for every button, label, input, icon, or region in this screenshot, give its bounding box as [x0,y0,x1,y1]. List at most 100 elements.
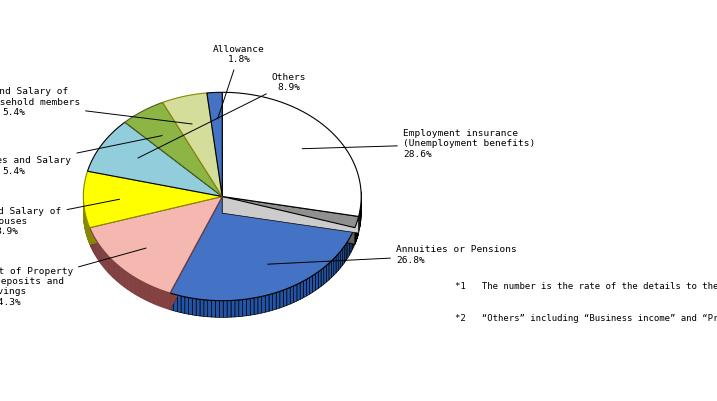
Polygon shape [326,263,329,282]
Polygon shape [272,292,276,310]
Text: Others
8.9%: Others 8.9% [138,73,306,158]
Polygon shape [222,196,358,228]
Polygon shape [90,196,222,293]
Polygon shape [223,301,227,317]
Polygon shape [306,277,310,296]
Polygon shape [150,286,151,303]
Polygon shape [124,270,125,288]
Polygon shape [168,292,170,310]
Polygon shape [353,228,355,247]
Polygon shape [303,279,306,298]
Polygon shape [174,294,177,312]
Polygon shape [222,192,361,213]
Polygon shape [170,196,222,310]
Polygon shape [87,122,222,196]
Polygon shape [318,270,321,288]
Polygon shape [222,92,361,217]
Polygon shape [105,253,107,271]
Polygon shape [170,293,174,311]
Polygon shape [315,272,318,290]
Polygon shape [341,249,342,268]
Text: Annuities or Pensions
26.8%: Annuities or Pensions 26.8% [267,245,517,265]
Polygon shape [212,300,215,317]
Polygon shape [136,278,138,296]
Polygon shape [262,296,265,313]
Polygon shape [293,284,297,303]
Text: *1   The number is the rate of the details to the total details: *1 The number is the rate of the details… [455,282,717,291]
Polygon shape [120,267,121,284]
Text: Wages and Salary of
other household members
5.4%: Wages and Salary of other household memb… [0,87,192,124]
Polygon shape [144,283,146,300]
Polygon shape [254,297,258,315]
Polygon shape [280,290,283,308]
Polygon shape [358,213,359,233]
Polygon shape [109,257,110,275]
Polygon shape [127,272,128,290]
Polygon shape [163,93,222,196]
Polygon shape [155,288,157,305]
Polygon shape [185,297,189,314]
Polygon shape [161,290,163,307]
Polygon shape [247,298,250,316]
Polygon shape [170,196,222,310]
Polygon shape [287,288,290,306]
Polygon shape [117,264,118,282]
Polygon shape [83,191,222,213]
Polygon shape [114,262,115,279]
Polygon shape [90,196,222,244]
Polygon shape [235,300,239,317]
Polygon shape [207,92,222,196]
Polygon shape [148,284,150,302]
Polygon shape [310,276,313,294]
Polygon shape [143,282,144,300]
Polygon shape [222,196,355,244]
Polygon shape [300,281,303,300]
Polygon shape [93,235,94,253]
Polygon shape [208,300,212,317]
Polygon shape [231,300,235,317]
Polygon shape [215,301,219,317]
Polygon shape [94,237,95,255]
Polygon shape [219,301,223,317]
Polygon shape [222,196,358,233]
Polygon shape [153,287,155,304]
Polygon shape [130,274,131,292]
Polygon shape [83,171,222,228]
Polygon shape [133,276,135,294]
Polygon shape [344,244,346,263]
Polygon shape [135,277,136,295]
Polygon shape [189,298,192,315]
Polygon shape [324,265,326,284]
Polygon shape [177,295,181,313]
Polygon shape [297,283,300,301]
Polygon shape [222,196,358,233]
Polygon shape [101,247,103,265]
Polygon shape [107,254,108,272]
Polygon shape [276,292,280,309]
Polygon shape [336,254,338,273]
Polygon shape [151,286,153,304]
Text: Wages and Salary of
spouses
8.9%: Wages and Salary of spouses 8.9% [0,199,120,237]
Polygon shape [290,286,293,304]
Polygon shape [99,245,100,263]
Polygon shape [121,267,122,286]
Polygon shape [329,261,331,280]
Polygon shape [146,284,148,301]
Polygon shape [342,247,344,265]
Text: *2   “Others” including “Business income” and “Property income”: *2 “Others” including “Business income” … [455,314,717,323]
Polygon shape [113,261,114,278]
Polygon shape [111,259,113,277]
Polygon shape [239,300,242,317]
Polygon shape [346,241,348,261]
Text: Allowance
1.8%: Allowance 1.8% [213,45,265,119]
Polygon shape [95,239,97,257]
Text: Drawing out of Property
such as Deposits and
Savings
14.3%: Drawing out of Property such as Deposits… [0,248,146,307]
Polygon shape [331,259,333,277]
Polygon shape [204,300,208,317]
Polygon shape [181,296,185,314]
Polygon shape [283,289,287,307]
Polygon shape [269,294,272,311]
Text: Own Wages and Salary
5.4%: Own Wages and Salary 5.4% [0,136,162,176]
Polygon shape [265,295,269,312]
Polygon shape [128,273,130,291]
